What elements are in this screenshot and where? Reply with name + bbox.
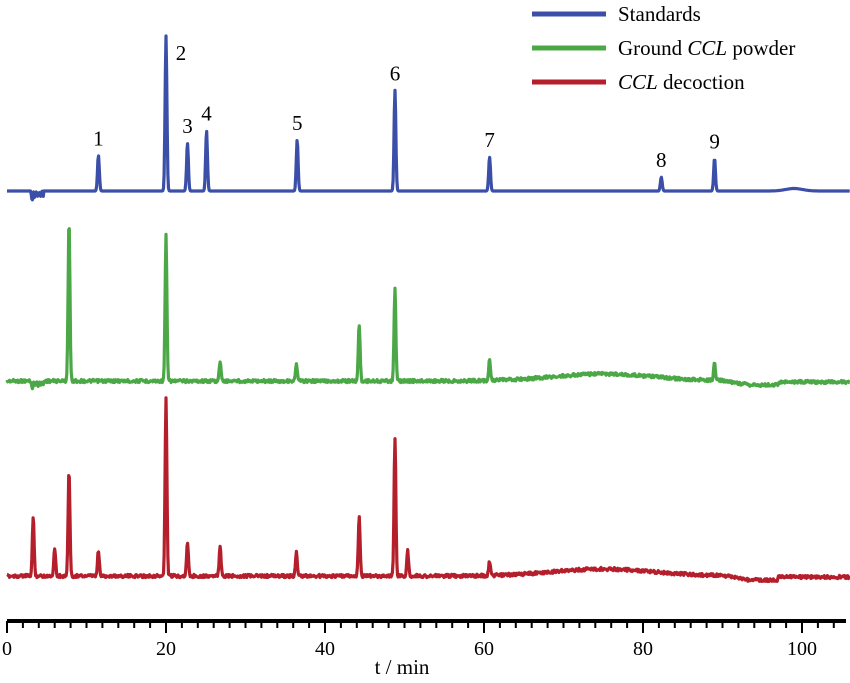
legend-label-part: CCL — [618, 70, 658, 94]
legend-label-part: powder — [727, 36, 795, 60]
peak-label-8: 8 — [656, 148, 667, 172]
x-ticks-group: 0 20 40 60 80 100 — [2, 621, 835, 660]
peak-label-1: 1 — [93, 126, 104, 150]
legend-label-part: Standards — [618, 2, 701, 26]
traces-group — [5, 34, 850, 584]
trace-line-3 — [5, 396, 850, 584]
peak-label-5: 5 — [292, 111, 303, 135]
peak-label-9: 9 — [709, 129, 720, 153]
x-tick-label: 60 — [474, 638, 494, 660]
peak-labels-group: 1 2 34 5 6 7 8 9 — [93, 41, 720, 172]
peak-label-4: 4 — [201, 102, 212, 126]
x-tick-label: 0 — [2, 638, 12, 660]
x-tick-label: 100 — [787, 638, 817, 660]
trace-line-1 — [5, 34, 850, 202]
peak-label-2: 2 — [176, 41, 187, 65]
peak-label-6: 6 — [390, 61, 401, 85]
legend-label-part: CCL — [687, 36, 727, 60]
x-tick-label: 80 — [633, 638, 653, 660]
trace-line-2 — [5, 227, 850, 391]
legend-label-2: Ground CCL powder — [618, 36, 795, 60]
legend-label-part: Ground — [618, 36, 687, 60]
peak-label-7: 7 — [484, 128, 495, 152]
peak-label-3: 3 — [182, 114, 193, 138]
x-tick-label: 40 — [315, 638, 335, 660]
x-axis: 0 20 40 60 80 100 t / min — [2, 619, 846, 679]
legend-label-1: Standards — [618, 2, 701, 26]
x-axis-title: t / min — [375, 655, 430, 679]
legend-label-part: decoction — [658, 70, 745, 94]
legend-label-3: CCL decoction — [618, 70, 745, 94]
x-tick-label: 20 — [156, 638, 176, 660]
